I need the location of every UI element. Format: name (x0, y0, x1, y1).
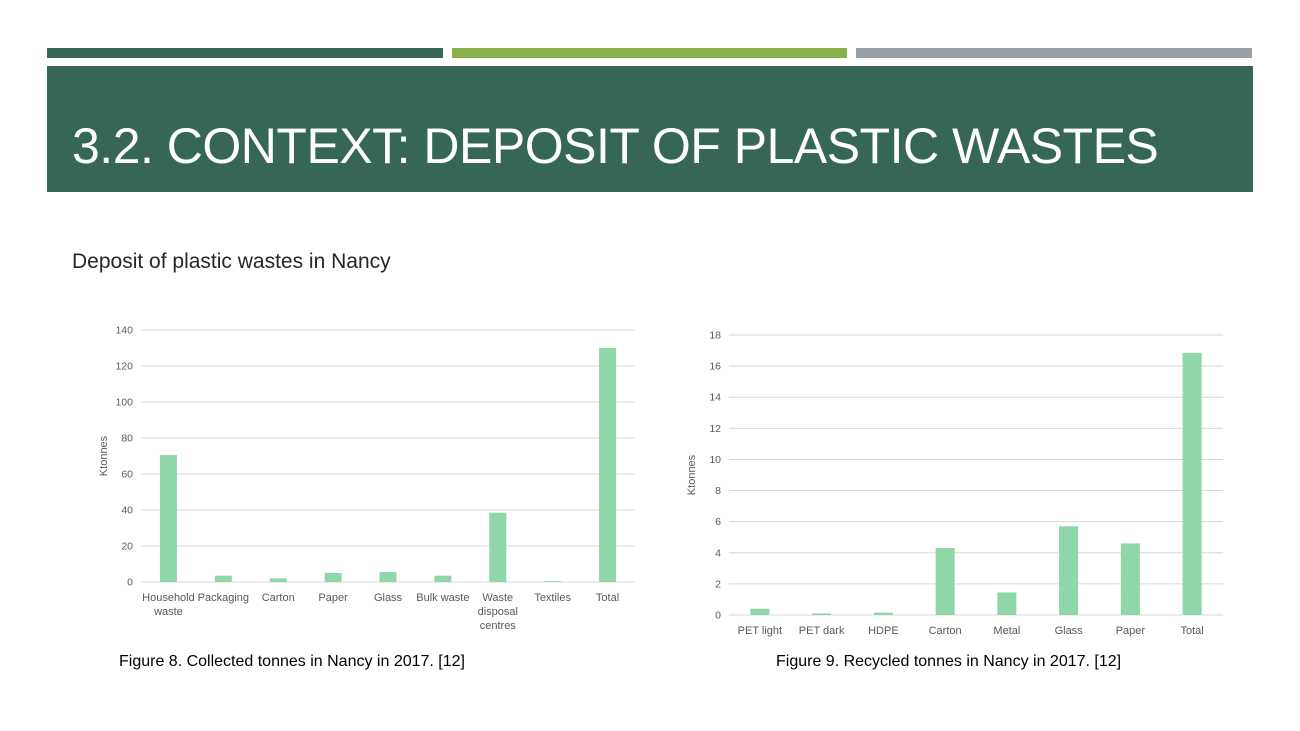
bar-metal (997, 592, 1017, 615)
y-tick-label: 6 (715, 516, 721, 528)
x-tick-label: Glass (374, 592, 403, 604)
x-tick-label: Metal (993, 625, 1020, 637)
y-tick-label: 60 (121, 469, 133, 481)
bar-total (599, 348, 617, 582)
x-tick-label: PET light (738, 625, 782, 637)
x-tick-label: Textiles (534, 592, 571, 604)
bar-total (1182, 352, 1202, 615)
bar-bulk-waste (434, 575, 452, 582)
slide-title: 3.2. CONTEXT: DEPOSIT OF PLASTIC WASTES (72, 118, 1159, 174)
bar-paper (1120, 543, 1140, 615)
y-tick-label: 18 (709, 330, 721, 342)
x-tick-label: Glass (1055, 625, 1084, 637)
accent-stripe-dark-green (47, 48, 443, 58)
bar-hdpe (873, 612, 893, 615)
x-tick-label: Bulk waste (416, 592, 469, 604)
x-tick-label: PET dark (799, 625, 845, 637)
accent-stripe-gray (856, 48, 1252, 58)
bar-glass (1059, 526, 1079, 615)
bar-carton (935, 548, 955, 615)
y-tick-label: 2 (715, 578, 721, 590)
y-tick-label: 40 (121, 505, 133, 517)
x-tick-label: disposal (478, 606, 518, 618)
collected-tonnes-chart: 0 20 40 60 80 100 120 140 Ktonnes Household waste P… (98, 325, 635, 632)
y-tick-label: 100 (115, 397, 133, 409)
figure-9-caption: Figure 9. Recycled tonnes in Nancy in 20… (776, 653, 1122, 670)
y-axis-label: Ktonnes (686, 454, 698, 495)
x-tick-label: Total (596, 592, 619, 604)
recycled-tonnes-chart: 0 2 4 6 8 10 12 14 16 18 Ktonnes PET light PET dark H… (686, 330, 1223, 637)
bar-packaging (214, 575, 232, 582)
y-axis-label: Ktonnes (98, 435, 110, 476)
x-tick-label: Paper (1116, 625, 1146, 637)
bar-paper (324, 573, 342, 582)
x-tick-label: Packaging (198, 592, 249, 604)
x-tick-label: waste (153, 606, 183, 618)
x-tick-label: Household (142, 592, 195, 604)
accent-stripe-light-green (452, 48, 847, 58)
y-tick-label: 140 (115, 325, 133, 337)
y-tick-label: 10 (709, 454, 721, 466)
y-tick-label: 4 (715, 547, 721, 559)
y-tick-label: 0 (715, 610, 721, 622)
y-tick-label: 0 (127, 577, 133, 589)
y-tick-label: 12 (709, 423, 721, 435)
y-tick-label: 80 (121, 433, 133, 445)
y-tick-label: 14 (709, 392, 721, 404)
x-tick-label: Waste (482, 592, 513, 604)
x-tick-label: HDPE (868, 625, 899, 637)
x-tick-label: Paper (318, 592, 348, 604)
bar-pet-dark (812, 613, 832, 615)
x-tick-label: Total (1181, 625, 1204, 637)
bar-textiles (544, 581, 562, 582)
x-tick-label: centres (480, 620, 517, 632)
y-tick-label: 20 (121, 541, 133, 553)
slide-subtitle: Deposit of plastic wastes in Nancy (72, 250, 391, 273)
x-tick-label: Carton (929, 625, 962, 637)
bar-carton (269, 578, 287, 582)
y-tick-label: 8 (715, 485, 721, 497)
y-tick-label: 120 (115, 361, 133, 373)
bar-pet-light (750, 608, 770, 615)
y-tick-label: 16 (709, 361, 721, 373)
title-band (47, 66, 1253, 192)
bar-glass (379, 572, 397, 582)
bar-household-waste (159, 455, 177, 582)
bar-waste-disposal-centres (489, 512, 507, 582)
x-tick-label: Carton (262, 592, 295, 604)
figure-8-caption: Figure 8. Collected tonnes in Nancy in 2… (119, 653, 465, 670)
